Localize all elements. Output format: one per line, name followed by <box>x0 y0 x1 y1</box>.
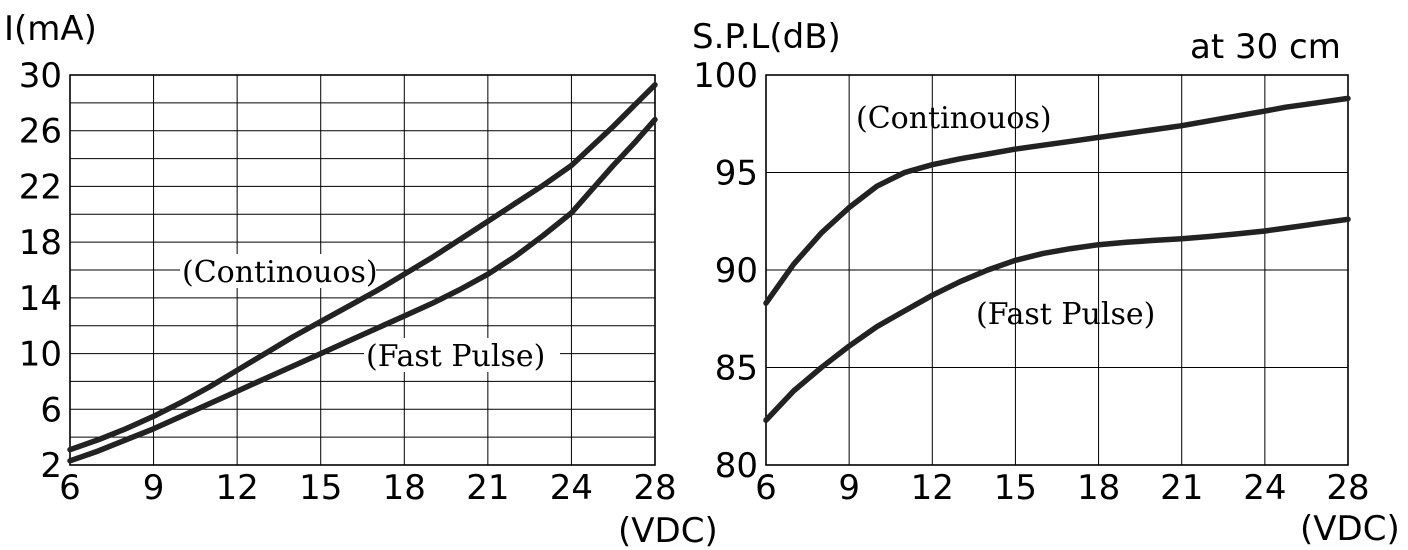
spl-x-tick-label: 28 <box>1326 468 1369 508</box>
current-continuous-annotation: (Continouos) <box>182 255 378 290</box>
current-y-tick-label: 14 <box>19 279 62 319</box>
current-x-axis-label: (VDC) <box>618 511 718 550</box>
current-x-tick-label: 28 <box>633 468 676 508</box>
spl-x-tick-label: 24 <box>1243 468 1286 508</box>
current-series-line-fast-pulse <box>67 116 658 464</box>
current-chart-series <box>67 82 658 464</box>
spl-chart-series <box>763 95 1351 423</box>
spl-chart-grid <box>765 74 1349 466</box>
spl-distance-annotation: at 30 cm <box>1190 27 1341 67</box>
spl-x-tick-label: 6 <box>755 468 777 508</box>
spl-x-tick-label: 15 <box>994 468 1037 508</box>
spl-y-tick-label: 100 <box>693 56 758 96</box>
spl-y-tick-label: 80 <box>715 446 758 486</box>
current-x-tick-label: 21 <box>466 468 509 508</box>
current-y-tick-label: 22 <box>19 167 62 207</box>
spl-chart-x-ticks: 6 9 12 15 18 21 24 28 <box>755 468 1369 508</box>
current-y-tick-label: 18 <box>19 223 62 263</box>
spl-fastpulse-annotation: (Fast Pulse) <box>976 297 1155 332</box>
spl-x-tick-label: 12 <box>911 468 954 508</box>
current-x-tick-label: 6 <box>59 468 81 508</box>
spl-x-axis-label: (VDC) <box>1300 509 1400 549</box>
spl-x-tick-label: 21 <box>1160 468 1203 508</box>
spl-series-line-continuous <box>763 95 1351 306</box>
spl-y-tick-label: 95 <box>715 154 758 194</box>
current-x-tick-label: 12 <box>216 468 259 508</box>
current-y-tick-label: 6 <box>40 390 62 430</box>
current-fastpulse-annotation: (Fast Pulse) <box>366 339 545 374</box>
current-y-tick-label: 26 <box>19 112 62 152</box>
spl-series-line-fast-pulse <box>763 216 1351 423</box>
current-x-tick-label: 9 <box>143 468 165 508</box>
spl-chart-y-ticks: 80 85 90 95 100 <box>693 56 758 486</box>
spl-chart: 80 85 90 95 100 6 9 12 15 18 21 24 28 S.P.L(dB) at … <box>692 17 1400 549</box>
current-y-tick-label: 10 <box>19 335 62 375</box>
spl-y-tick-label: 85 <box>715 349 758 389</box>
current-y-axis-label: I(mA) <box>4 9 97 49</box>
current-fastpulse-label-bg <box>364 338 560 372</box>
spl-x-tick-label: 18 <box>1077 468 1120 508</box>
spl-y-tick-label: 90 <box>715 251 758 291</box>
spl-x-tick-label: 9 <box>838 468 860 508</box>
current-continuous-label-bg <box>180 254 376 288</box>
current-x-tick-label: 18 <box>383 468 426 508</box>
spl-y-axis-label: S.P.L(dB) <box>692 17 841 57</box>
current-y-tick-label: 2 <box>40 446 62 486</box>
current-y-tick-label: 30 <box>19 56 62 96</box>
current-chart-x-ticks: 6 9 12 15 18 21 24 28 <box>59 468 676 508</box>
current-series-line-continuous <box>67 82 658 453</box>
current-x-tick-label: 24 <box>550 468 593 508</box>
spl-continuous-annotation: (Continouos) <box>856 101 1052 136</box>
current-x-tick-label: 15 <box>299 468 342 508</box>
